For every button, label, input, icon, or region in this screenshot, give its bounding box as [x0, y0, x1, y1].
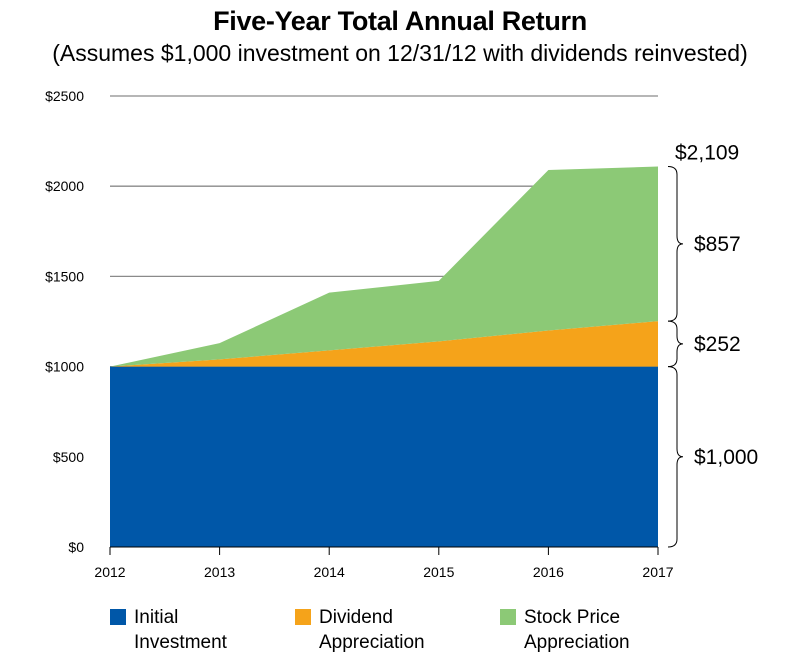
legend-item-stock-price-appreciation: Stock Price Appreciation: [500, 605, 630, 655]
legend-swatch-initial-investment: [110, 609, 126, 625]
area-series-initial-investment: [110, 366, 658, 547]
brace-dividend: [667, 320, 684, 368]
x-tick-label: 2012: [94, 564, 125, 580]
legend-label-stock-price-appreciation: Stock Price Appreciation: [524, 607, 630, 653]
y-tick-label: $1500: [45, 268, 84, 284]
area-series-stock-price-appreciation: [110, 166, 658, 367]
legend-label-initial-investment: Initial Investment: [134, 607, 227, 653]
chart-title: Five-Year Total Annual Return: [213, 6, 587, 36]
y-tick-label: $2000: [45, 178, 84, 194]
x-tick-label: 2016: [533, 564, 564, 580]
y-tick-label: $500: [53, 449, 84, 465]
brace-initial: [667, 366, 684, 548]
area-chart: $0 $500 $1000 $1500 $2000 $2500 2012 2013 2014 20…: [45, 88, 758, 580]
legend-label-dividend-appreciation: Dividend Appreciation: [319, 607, 425, 653]
y-tick-label: $2500: [45, 88, 84, 104]
x-tick-label: 2017: [642, 564, 673, 580]
x-tick-label: 2015: [423, 564, 454, 580]
chart-subtitle: (Assumes $1,000 investment on 12/31/12 w…: [52, 40, 748, 66]
y-tick-label: $0: [68, 539, 84, 555]
area-series-dividend-appreciation: [110, 321, 658, 367]
brace-stock: [667, 166, 684, 322]
legend-swatch-dividend-appreciation: [295, 609, 311, 625]
legend-item-dividend-appreciation: Dividend Appreciation: [295, 605, 425, 655]
label-stock-appreciation: $857: [694, 233, 741, 256]
x-tick-label: 2014: [314, 564, 345, 580]
legend-swatch-stock-price-appreciation: [500, 609, 516, 625]
x-tick-label: 2013: [204, 564, 235, 580]
label-initial-investment: $1,000: [694, 446, 758, 469]
label-total-value: $2,109: [675, 142, 739, 165]
y-tick-label: $1000: [45, 359, 84, 375]
legend-item-initial-investment: Initial Investment: [110, 605, 227, 655]
label-dividend-appreciation: $252: [694, 333, 741, 356]
